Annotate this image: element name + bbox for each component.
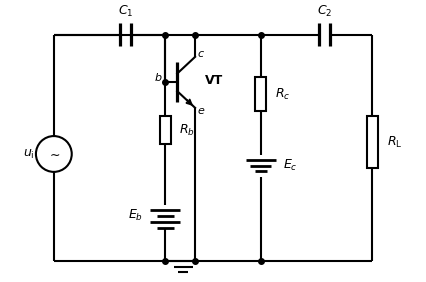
Text: $E_b$: $E_b$ <box>128 208 144 223</box>
Text: e: e <box>197 106 204 116</box>
Text: VT: VT <box>205 74 223 87</box>
Text: $R_c$: $R_c$ <box>275 87 290 102</box>
Text: $R_{\rm L}$: $R_{\rm L}$ <box>387 135 403 149</box>
Text: $R_b$: $R_b$ <box>179 123 195 138</box>
Text: $C_1$: $C_1$ <box>118 5 133 19</box>
Text: $C_2$: $C_2$ <box>317 5 332 19</box>
Text: $E_c$: $E_c$ <box>282 158 297 173</box>
Text: b: b <box>155 72 162 83</box>
Text: $u_{\rm i}$: $u_{\rm i}$ <box>23 147 35 160</box>
Text: $\sim$: $\sim$ <box>47 147 60 160</box>
Text: c: c <box>197 49 203 59</box>
